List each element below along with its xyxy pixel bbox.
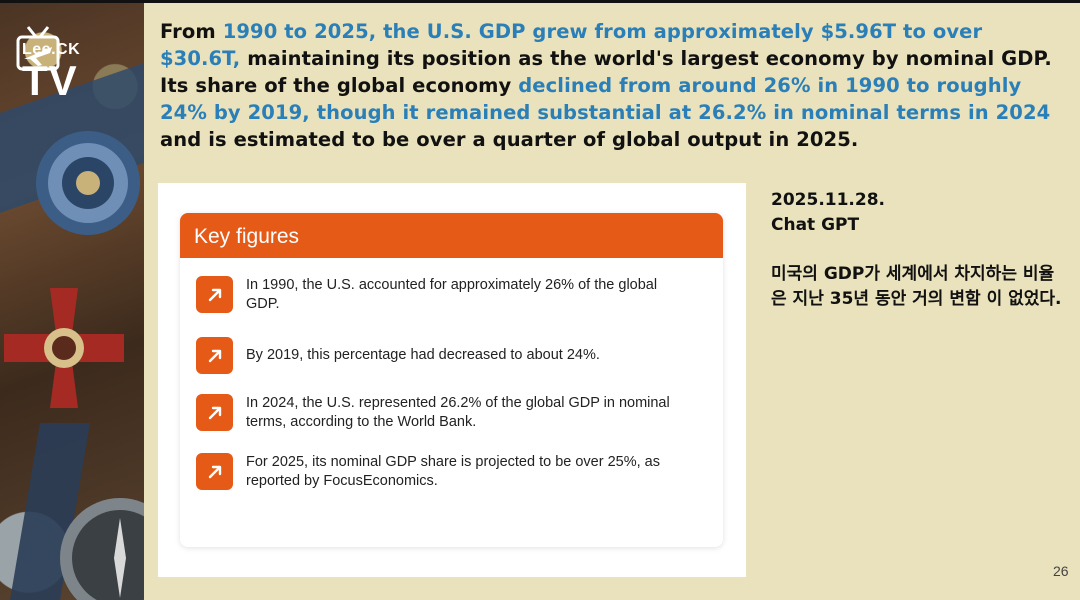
tv-plane-icon xyxy=(16,26,60,71)
logo-text-small: Lee.CK xyxy=(22,41,81,58)
note-source: Chat GPT xyxy=(771,215,860,235)
trend-arrow-icon xyxy=(196,453,233,490)
top-border xyxy=(0,0,1080,3)
intro-text-3: and is estimated to be over a quarter of… xyxy=(160,128,859,151)
logo-text-big: TV xyxy=(22,57,78,104)
medals-illustration xyxy=(0,63,144,600)
channel-logo: Lee.CK TV xyxy=(14,25,134,105)
key-figures-panel: Key figures In 1990, the U.S. accounted … xyxy=(158,183,746,577)
note-korean-summary: 미국의 GDP가 세계에서 차지하는 비율은 지난 35년 동안 거의 변함 이… xyxy=(771,264,1062,309)
trend-arrow-icon xyxy=(196,394,233,431)
key-figures-card: Key figures In 1990, the U.S. accounted … xyxy=(180,213,723,547)
key-figure-text: In 1990, the U.S. accounted for approxim… xyxy=(246,277,658,312)
side-artwork: Lee.CK TV xyxy=(0,3,144,600)
key-figures-title: Key figures xyxy=(180,213,723,258)
intro-text-2: maintaining its position as the world's … xyxy=(160,47,1052,97)
trend-arrow-icon xyxy=(196,276,233,313)
key-figure-text: By 2019, this percentage had decreased t… xyxy=(246,347,600,363)
intro-paragraph: From 1990 to 2025, the U.S. GDP grew fro… xyxy=(160,18,1065,153)
key-figure-text: In 2024, the U.S. represented 26.2% of t… xyxy=(246,395,670,430)
intro-highlight-1: 1990 to 2025, the U.S. GDP grew from app… xyxy=(160,20,983,70)
intro-text-1: From xyxy=(160,20,223,43)
key-figure-text: For 2025, its nominal GDP share is proje… xyxy=(246,454,661,489)
note-date: 2025.11.28. xyxy=(771,190,886,210)
trend-arrow-icon xyxy=(196,337,233,374)
intro-highlight-2: declined from around 26% in 1990 to roug… xyxy=(160,74,1051,124)
page-number: 26 xyxy=(1053,563,1069,579)
